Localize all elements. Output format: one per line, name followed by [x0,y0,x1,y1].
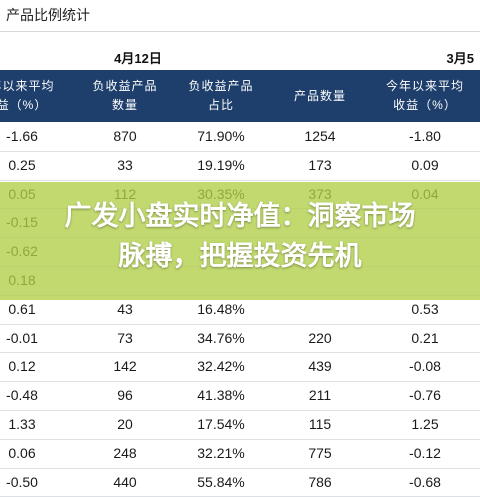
table-row: -0.48 96 41.38% 211 -0.76 [0,381,480,411]
header-negative-ratio: 负收益产品 占比 [175,70,267,122]
table-cell: 0.09 [411,156,439,173]
table-cell: -0.68 [409,473,441,490]
table-cell: 248 [113,444,137,461]
table-cell: -0.08 [409,358,441,375]
table-cell: 1.33 [8,416,36,432]
table-row: 0.06 248 32.21% 775 -0.12 [0,439,480,469]
table-cell: 115 [308,416,332,432]
table-cell: 0.12 [8,358,36,375]
table-cell: 55.84% [197,473,245,490]
table-row: 1.33 20 17.54% 115 1.25 [0,410,480,440]
table-cell: 870 [113,128,137,144]
header-line: 今年以来平均 [385,79,464,93]
table-cell: 16.48% [197,300,245,317]
table-cell: 71.90% [197,128,245,144]
header-product-count: 产品数量 [275,70,365,122]
table-cell: 775 [308,444,332,461]
table-cell: -0.12 [409,444,441,461]
header-ytd-avg-return: 今年以来平均 收益（%） [375,70,475,122]
table-row: 0.25 33 19.19% 173 0.09 [0,151,480,181]
table-cell: 96 [117,387,133,404]
table-cell: -1.66 [6,128,38,144]
header-line: 益（%） [0,98,48,112]
table-cell: 173 [308,156,332,173]
header-line: 收益（%） [393,98,457,112]
table-cell: 0.21 [411,329,439,346]
table-cell: 439 [308,358,332,375]
table-cell: -0.48 [6,387,38,404]
table-cell: 0.06 [8,444,36,461]
table-cell: 1254 [304,128,336,144]
header-avg-return: 年以来平均益（%） [0,70,66,122]
table-cell: 34.76% [197,329,245,346]
table-cell: 73 [117,329,133,346]
table-cell: -1.80 [409,128,441,144]
headline-line-2: 脉搏，把握投资先机 [118,241,362,271]
table-cell: -0.76 [409,387,441,404]
table-cell: 33 [117,156,133,173]
header-line: 年以来平均 [0,79,55,93]
table-cell: 32.42% [197,358,245,375]
table-row: -0.01 73 34.76% 220 0.21 [0,324,480,354]
table-cell: 17.54% [197,416,245,432]
table-cell: 440 [113,473,137,490]
header-line: 占比 [207,98,234,112]
table-cell: 32.21% [197,444,245,461]
table-cell: 0.25 [8,156,36,173]
table-cell: 0.53 [411,300,439,317]
table-cell: 220 [308,329,332,346]
header-line: 负收益产品 [92,79,158,93]
header-line: 产品数量 [293,88,346,103]
page-title: 产品比例统计 [0,0,480,32]
table-cell: -0.01 [6,329,38,346]
table-cell: 786 [308,473,332,490]
headline-line-1: 广发小盘实时净值：洞察市场 [64,201,416,231]
table-cell: 20 [117,416,133,432]
table-row: 0.12 142 32.42% 439 -0.08 [0,352,480,383]
table-cell: 211 [308,387,332,404]
header-negative-count: 负收益产品 数量 [80,70,170,122]
headline-text: 广发小盘实时净值：洞察市场 脉搏，把握投资先机 [20,196,460,276]
group-header-march-5: 3月5 [446,51,474,66]
table-cell: 19.19% [197,156,245,173]
group-header-april-12: 4月12日 [114,51,162,66]
table-cell: 0.61 [8,300,36,317]
header-line: 负收益产品 [188,79,254,93]
table-row: -0.50 440 55.84% 786 -0.68 [0,468,480,497]
headline-banner [0,182,480,300]
table-cell: -0.50 [6,473,38,490]
table-row: -1.66 870 71.90% 1254 -1.80 [0,122,480,152]
table-cell: 43 [117,300,133,317]
table-cell: 1.25 [411,416,439,432]
table-cell: 41.38% [197,387,245,404]
table-row: 0.61 43 16.48% 0.53 [0,295,480,325]
header-line: 数量 [111,98,138,112]
table-cell: 142 [113,358,137,375]
